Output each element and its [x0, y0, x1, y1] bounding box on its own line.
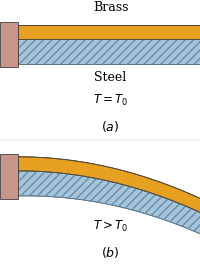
Text: $T > T_0$: $T > T_0$: [92, 219, 128, 234]
Bar: [0, 154, 18, 199]
Polygon shape: [18, 39, 200, 64]
Text: $(a)$: $(a)$: [101, 118, 119, 134]
Text: $T = T_0$: $T = T_0$: [92, 93, 128, 108]
Bar: [0, 22, 18, 67]
Text: $(b)$: $(b)$: [101, 244, 119, 260]
Polygon shape: [18, 25, 200, 39]
Text: Steel: Steel: [94, 71, 126, 84]
Polygon shape: [18, 171, 200, 234]
Text: Brass: Brass: [92, 1, 128, 14]
Polygon shape: [18, 157, 200, 213]
